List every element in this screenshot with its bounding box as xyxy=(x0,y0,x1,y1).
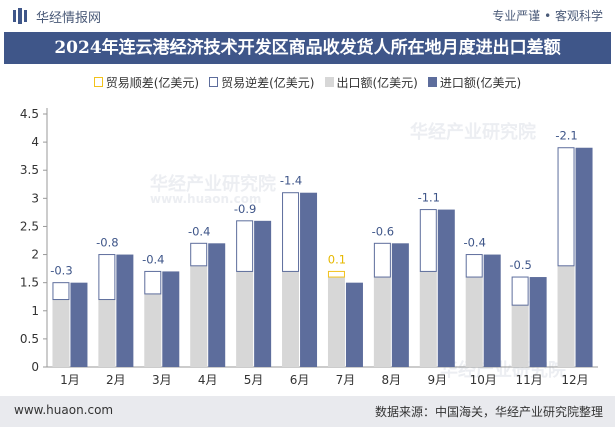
bar-export xyxy=(236,271,254,367)
y-tick-label: 3.5 xyxy=(20,163,39,177)
x-tick-label: 9月 xyxy=(427,373,447,387)
bar-deficit xyxy=(373,242,391,278)
bar-surplus xyxy=(327,270,345,278)
y-tick-label: 3 xyxy=(31,191,39,205)
bar-export xyxy=(144,293,162,367)
bar-import xyxy=(70,282,88,367)
bar-deficit xyxy=(144,270,162,295)
x-tick-label: 7月 xyxy=(336,373,356,387)
footer: www.huaon.com 数据来源：中国海关，华经产业研究院整理 xyxy=(0,396,615,427)
bar-deficit xyxy=(52,282,70,301)
legend-label-deficit: 贸易逆差(亿美元) xyxy=(221,75,315,90)
data-label: -1.4 xyxy=(280,174,302,188)
bar-import xyxy=(437,209,455,367)
logo-icon xyxy=(13,8,27,24)
x-tick-label: 10月 xyxy=(470,373,497,387)
x-tick-label: 2月 xyxy=(106,373,126,387)
bar-deficit xyxy=(98,254,116,301)
footer-source: 数据来源：中国海关，华经产业研究院整理 xyxy=(374,405,603,419)
bar-export xyxy=(282,271,300,367)
bar-chart: 0 0.5 1 1.5 2 2.5 3 3.5 4 4.5 -0.3 1月 -0.8 2月 -0.4 3月 -0… xyxy=(20,107,598,387)
bar-export xyxy=(327,277,345,367)
y-tick-label: 1.5 xyxy=(20,276,39,290)
x-tick-label: 6月 xyxy=(290,373,310,387)
bar-import xyxy=(162,271,180,367)
bar-export xyxy=(190,265,208,367)
bar-deficit xyxy=(236,220,254,272)
brand-name: 华经情报网 xyxy=(36,11,102,26)
legend-swatch-import xyxy=(427,77,437,87)
bar-import xyxy=(345,282,363,367)
x-tick-label: 1月 xyxy=(60,373,80,387)
slogan: 专业严谨 • 客观科学 xyxy=(492,9,603,23)
chart-legend: 贸易顺差(亿美元) 贸易逆差(亿美元) 出口额(亿美元) 进口额(亿美元) xyxy=(0,72,615,92)
bar-export xyxy=(511,305,529,367)
bar-export xyxy=(373,277,391,367)
legend-swatch-surplus xyxy=(93,77,103,87)
data-label: -1.1 xyxy=(418,191,440,205)
data-label: -0.8 xyxy=(96,236,118,250)
chart-title: 2024年连云港经济技术开发区商品收发货人所在地月度进出口差额 xyxy=(54,38,561,58)
x-tick-label: 11月 xyxy=(515,373,542,387)
legend-item-export: 出口额(亿美元) xyxy=(324,72,418,92)
data-label: -0.4 xyxy=(463,236,485,250)
legend-item-surplus: 贸易顺差(亿美元) xyxy=(93,72,200,92)
bar-deficit xyxy=(465,254,483,278)
bar-export xyxy=(419,271,437,367)
y-tick-label: 0 xyxy=(31,360,39,374)
bar-deficit xyxy=(190,242,208,267)
data-label: -0.9 xyxy=(234,202,256,216)
legend-swatch-export xyxy=(324,77,334,87)
data-label: -2.1 xyxy=(555,129,577,143)
bar-deficit xyxy=(282,192,300,272)
x-tick-label: 5月 xyxy=(244,373,264,387)
data-label: -0.5 xyxy=(509,258,531,272)
y-tick-label: 4.5 xyxy=(20,107,39,121)
legend-label-import: 进口额(亿美元) xyxy=(439,75,522,90)
top-header: 华经情报网 专业严谨 • 客观科学 xyxy=(0,0,615,32)
bar-import xyxy=(254,220,272,367)
y-tick-label: 2 xyxy=(31,248,39,262)
data-label: -0.4 xyxy=(142,252,164,266)
bar-import xyxy=(391,243,409,367)
bar-import xyxy=(300,192,318,367)
bar-import xyxy=(483,254,501,367)
y-tick-label: 4 xyxy=(31,135,39,149)
bar-export xyxy=(52,299,70,367)
data-label: -0.6 xyxy=(372,224,394,238)
y-tick-label: 1 xyxy=(31,304,39,318)
bar-export xyxy=(98,299,116,367)
data-label: -0.4 xyxy=(188,224,210,238)
legend-label-surplus: 贸易顺差(亿美元) xyxy=(105,75,200,90)
data-label: 0.1 xyxy=(328,252,346,266)
bar-import xyxy=(575,147,593,367)
footer-url: www.huaon.com xyxy=(14,403,114,417)
legend-item-import: 进口额(亿美元) xyxy=(427,72,522,92)
y-tick-label: 0.5 xyxy=(20,332,39,346)
title-bar: 2024年连云港经济技术开发区商品收发货人所在地月度进出口差额 xyxy=(4,32,611,64)
legend-item-deficit: 贸易逆差(亿美元) xyxy=(209,72,315,92)
x-tick-label: 3月 xyxy=(152,373,172,387)
bar-deficit xyxy=(511,276,529,306)
bar-import xyxy=(208,243,226,367)
bar-export xyxy=(465,277,483,367)
x-tick-label: 12月 xyxy=(561,373,588,387)
data-label: -0.3 xyxy=(50,264,72,278)
y-tick-label: 2.5 xyxy=(20,219,39,233)
bar-export xyxy=(557,265,575,367)
bar-deficit xyxy=(419,209,437,272)
bar-deficit xyxy=(557,147,575,267)
x-tick-label: 4月 xyxy=(198,373,218,387)
legend-swatch-deficit xyxy=(209,77,219,87)
bar-import xyxy=(116,254,134,367)
bar-import xyxy=(529,277,547,367)
x-tick-label: 8月 xyxy=(382,373,402,387)
legend-label-export: 出口额(亿美元) xyxy=(336,75,418,90)
